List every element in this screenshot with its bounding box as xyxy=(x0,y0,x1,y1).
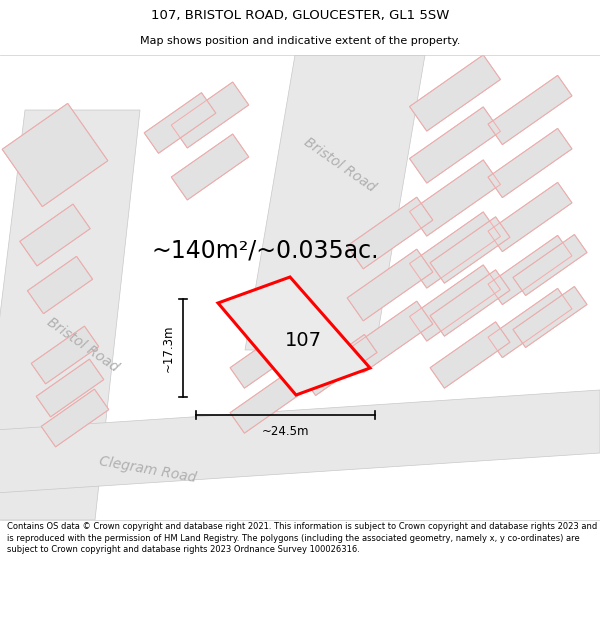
Polygon shape xyxy=(230,322,310,388)
Polygon shape xyxy=(303,334,377,396)
Polygon shape xyxy=(230,367,310,433)
Polygon shape xyxy=(410,212,500,288)
Polygon shape xyxy=(41,389,109,447)
Polygon shape xyxy=(347,301,433,373)
Polygon shape xyxy=(0,110,140,520)
Text: 107: 107 xyxy=(285,331,322,350)
Polygon shape xyxy=(347,197,433,269)
Polygon shape xyxy=(31,326,99,384)
Polygon shape xyxy=(36,359,104,417)
Polygon shape xyxy=(488,236,572,304)
Polygon shape xyxy=(410,107,500,183)
Polygon shape xyxy=(488,288,572,357)
Text: Map shows position and indicative extent of the property.: Map shows position and indicative extent… xyxy=(140,36,460,46)
Text: ~24.5m: ~24.5m xyxy=(262,425,309,438)
Polygon shape xyxy=(0,390,600,493)
Polygon shape xyxy=(410,265,500,341)
Polygon shape xyxy=(488,76,572,144)
Polygon shape xyxy=(28,256,92,314)
Polygon shape xyxy=(513,234,587,296)
Polygon shape xyxy=(410,55,500,131)
Polygon shape xyxy=(430,322,510,388)
Polygon shape xyxy=(20,204,90,266)
Polygon shape xyxy=(488,128,572,198)
Polygon shape xyxy=(347,249,433,321)
Polygon shape xyxy=(245,55,425,350)
Polygon shape xyxy=(2,103,108,207)
Text: ~17.3m: ~17.3m xyxy=(162,324,175,372)
Text: 107, BRISTOL ROAD, GLOUCESTER, GL1 5SW: 107, BRISTOL ROAD, GLOUCESTER, GL1 5SW xyxy=(151,9,449,22)
Text: Bristol Road: Bristol Road xyxy=(302,135,379,195)
Polygon shape xyxy=(430,217,510,283)
Text: Clegram Road: Clegram Road xyxy=(98,454,197,486)
Polygon shape xyxy=(144,92,216,153)
Polygon shape xyxy=(171,82,249,148)
Polygon shape xyxy=(430,270,510,336)
Polygon shape xyxy=(171,134,249,200)
Polygon shape xyxy=(410,160,500,236)
Text: Bristol Road: Bristol Road xyxy=(44,315,121,375)
Text: ~140m²/~0.035ac.: ~140m²/~0.035ac. xyxy=(151,238,379,262)
Polygon shape xyxy=(488,182,572,252)
Polygon shape xyxy=(513,286,587,348)
Text: Contains OS data © Crown copyright and database right 2021. This information is : Contains OS data © Crown copyright and d… xyxy=(7,522,598,554)
Polygon shape xyxy=(218,277,370,395)
